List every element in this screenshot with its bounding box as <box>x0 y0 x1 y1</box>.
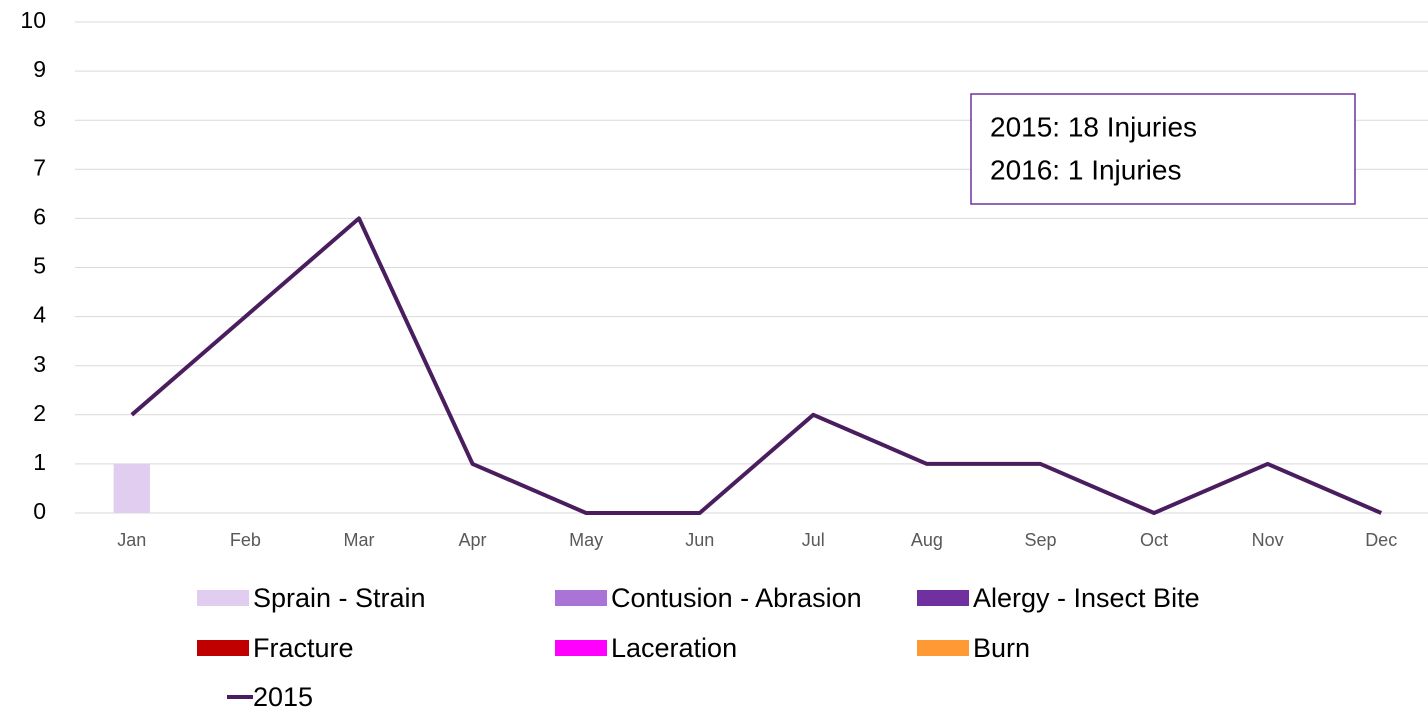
annotation: 2015: 18 Injuries <box>990 111 1197 142</box>
y-tick-label: 3 <box>33 351 46 377</box>
legend-swatch <box>555 640 607 656</box>
y-tick-label: 10 <box>20 7 46 33</box>
y-tick-label: 1 <box>33 449 46 475</box>
y-tick-label: 6 <box>33 203 46 229</box>
y-tick-label: 2 <box>33 400 46 426</box>
y-tick-label: 9 <box>33 56 46 82</box>
legend-swatch <box>917 590 969 606</box>
legend-swatch <box>197 640 249 656</box>
legend-swatch <box>555 590 607 606</box>
y-tick-label: 0 <box>33 498 46 524</box>
x-tick-label: Feb <box>230 530 261 550</box>
x-tick-label: Nov <box>1252 530 1284 550</box>
legend-label: 2015 <box>253 682 313 712</box>
y-tick-label: 7 <box>33 154 46 180</box>
x-tick-label: Jul <box>802 530 825 550</box>
x-tick-label: Jan <box>117 530 146 550</box>
x-tick-label: Dec <box>1365 530 1397 550</box>
annotation-box <box>970 93 1356 205</box>
bar <box>113 463 150 513</box>
y-tick-label: 5 <box>33 253 46 279</box>
annotation: 2016: 1 Injuries <box>990 154 1181 185</box>
y-tick-label: 8 <box>33 105 46 131</box>
x-tick-label: Mar <box>343 530 374 550</box>
legend-label: Sprain - Strain <box>253 583 426 613</box>
x-tick-label: Oct <box>1140 530 1168 550</box>
y-tick-label: 4 <box>33 302 46 328</box>
legend-label: Contusion - Abrasion <box>611 583 862 613</box>
legend-label: Laceration <box>611 633 737 663</box>
x-tick-label: Jun <box>685 530 714 550</box>
x-tick-label: Apr <box>459 530 487 550</box>
legend-label: Burn <box>973 633 1030 663</box>
legend-swatch <box>917 640 969 656</box>
line <box>130 216 1383 515</box>
x-tick-label: May <box>569 530 603 550</box>
legend-swatch <box>197 590 249 606</box>
legend-label: Fracture <box>253 633 354 663</box>
x-tick-label: Aug <box>911 530 943 550</box>
legend-label: Alergy - Insect Bite <box>973 583 1200 613</box>
x-tick-label: Sep <box>1024 530 1056 550</box>
